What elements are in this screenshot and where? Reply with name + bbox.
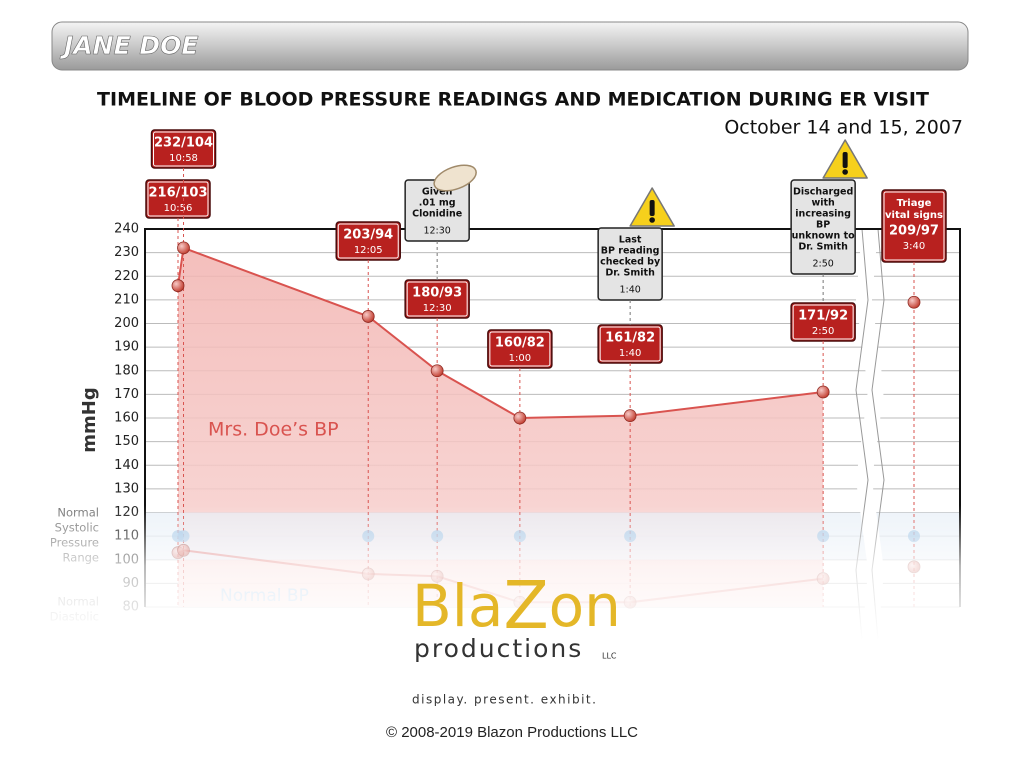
y-tick-label: 150 <box>114 434 139 449</box>
annotation-text: BP <box>816 220 830 231</box>
point <box>177 241 190 255</box>
reading-label: 209/97 <box>889 224 939 239</box>
annotation-text: Given <box>422 187 453 198</box>
annotation-time: 1:40 <box>619 285 640 296</box>
reading-label: 161/82 <box>605 331 655 346</box>
reading-note: vital signs <box>885 210 943 221</box>
reading-time: 1:00 <box>509 353 531 364</box>
y-tick-label: 180 <box>114 363 139 378</box>
y-tick-label: 170 <box>114 387 139 402</box>
y-axis-label: mmHg <box>79 387 100 452</box>
y-tick-label: 160 <box>114 411 139 426</box>
reading-time: 10:58 <box>169 153 198 164</box>
point <box>907 295 921 309</box>
point <box>816 385 830 399</box>
series-label: Mrs. Doe’s BP <box>208 419 339 441</box>
annotation-text: increasing <box>795 209 851 220</box>
logo-part: on <box>549 572 621 640</box>
fade-overlay <box>40 505 980 640</box>
reading-time: 2:50 <box>812 326 834 337</box>
warning-mark <box>649 217 655 223</box>
reading-box-inner <box>147 181 209 217</box>
y-tick-label: 190 <box>114 340 139 355</box>
reading-box-inner <box>153 131 215 167</box>
reading-time: 3:40 <box>903 241 925 252</box>
annotation-text: Discharged <box>793 187 853 198</box>
reading-time: 10:56 <box>164 203 193 214</box>
annotation-text: Last <box>619 235 642 246</box>
reading-time: 12:05 <box>354 245 383 256</box>
y-tick-label: 200 <box>114 316 139 331</box>
header-bar <box>51 21 969 71</box>
annotation-text: BP reading <box>601 246 660 257</box>
reading-time: 1:40 <box>619 348 641 359</box>
point <box>171 279 185 293</box>
y-tick-label: 240 <box>114 222 139 237</box>
annotation-text: with <box>811 198 835 209</box>
chart-title: TIMELINE OF BLOOD PRESSURE READINGS AND … <box>97 89 929 111</box>
header-title: JANE DOE <box>59 31 198 60</box>
reading-time: 12:30 <box>423 303 452 314</box>
reading-label: 180/93 <box>412 286 462 301</box>
y-tick-label: 140 <box>114 458 139 473</box>
point <box>430 364 444 378</box>
logo-part: Z <box>503 567 548 644</box>
y-tick-label: 210 <box>114 292 139 307</box>
reading-box-inner <box>406 281 468 317</box>
reading-label: 216/103 <box>148 186 207 201</box>
annotation-time: 2:50 <box>812 259 833 270</box>
tagline: display. present. exhibit. <box>412 693 597 707</box>
y-tick-label: 130 <box>114 481 139 496</box>
reading-box-inner <box>792 304 854 340</box>
reading-note: Triage <box>897 198 932 209</box>
annotation-text: unknown to <box>792 231 856 242</box>
logo: BlaZon <box>412 567 621 644</box>
plot-frame <box>144 228 961 607</box>
chart-subtitle: October 14 and 15, 2007 <box>724 117 963 139</box>
reading-label: 171/92 <box>798 309 848 324</box>
logo-sub: productions <box>414 634 583 663</box>
reading-box-inner <box>337 223 399 259</box>
reading-box-inner <box>489 331 551 367</box>
warning-mark <box>649 200 655 216</box>
y-tick-label: 230 <box>114 245 139 260</box>
annotation-text: Clonidine <box>412 209 462 220</box>
annotation-text: checked by <box>600 257 661 268</box>
annotation-time: 12:30 <box>423 226 450 237</box>
warning-mark <box>842 169 848 175</box>
reading-label: 232/104 <box>154 136 213 151</box>
logo-part: Bla <box>412 572 503 640</box>
reading-box-inner <box>599 326 661 362</box>
point <box>623 409 637 423</box>
point <box>513 411 527 425</box>
pill-icon <box>433 164 477 192</box>
warning-mark <box>842 152 848 168</box>
point <box>361 310 375 323</box>
copyright: © 2008-2019 Blazon Productions LLC <box>386 724 638 741</box>
logo-llc: LLC <box>602 652 617 661</box>
annotation-text: Dr. Smith <box>605 268 655 279</box>
y-tick-label: 220 <box>114 269 139 284</box>
reading-label: 203/94 <box>343 228 393 243</box>
reading-label: 160/82 <box>495 336 545 351</box>
annotation-text: .01 mg <box>419 198 456 209</box>
annotation-text: Dr. Smith <box>798 242 848 253</box>
reading-box-inner <box>883 191 945 261</box>
